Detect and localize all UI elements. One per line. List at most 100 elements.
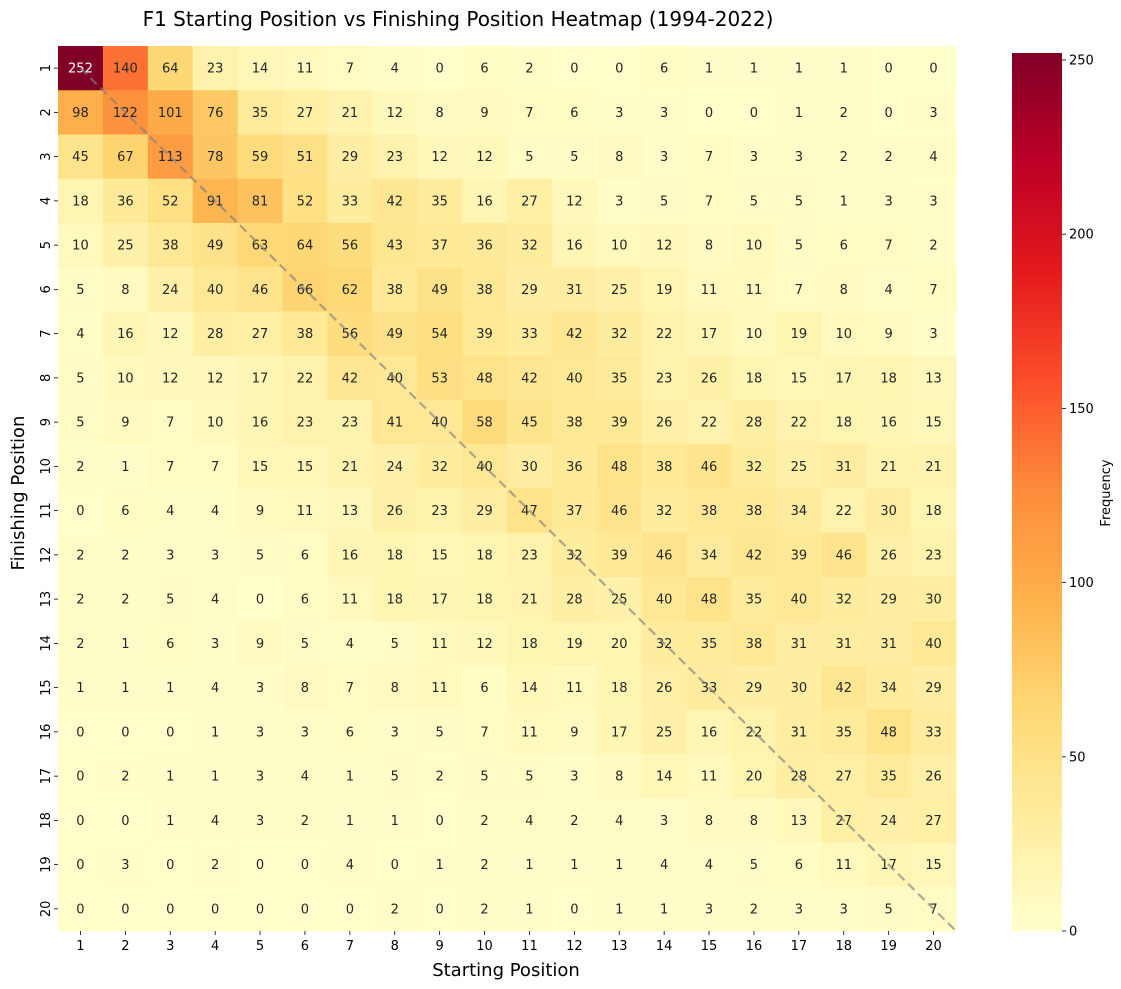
heatmap-cell bbox=[462, 798, 508, 843]
heatmap-cell bbox=[192, 621, 239, 666]
heatmap-cell bbox=[507, 798, 553, 843]
heatmap-cell bbox=[911, 46, 957, 91]
cell-value-label: 2 bbox=[121, 770, 129, 785]
cell-value-label: 38 bbox=[701, 504, 718, 519]
heatmap-cell bbox=[462, 223, 508, 268]
colorbar-tick-label: 50 bbox=[1069, 750, 1086, 765]
cell-value-label: 26 bbox=[386, 504, 403, 519]
heatmap-cell bbox=[102, 267, 149, 312]
cell-value-label: 2 bbox=[570, 814, 578, 829]
heatmap-cell bbox=[102, 46, 149, 91]
cell-value-label: 11 bbox=[342, 593, 359, 608]
cell-value-label: 42 bbox=[521, 371, 538, 386]
heatmap-cell bbox=[641, 134, 688, 180]
heatmap-cell bbox=[372, 223, 418, 268]
cell-value-label: 2 bbox=[436, 770, 444, 785]
cell-value-label: 19 bbox=[656, 283, 673, 298]
heatmap-cell bbox=[821, 665, 867, 711]
heatmap-cell bbox=[686, 46, 732, 91]
heatmap-cell bbox=[776, 355, 822, 401]
heatmap-cell bbox=[866, 532, 912, 578]
heatmap-cell bbox=[58, 665, 104, 711]
heatmap-cell bbox=[417, 577, 463, 622]
heatmap-cell bbox=[551, 444, 598, 489]
heatmap-cell bbox=[821, 355, 867, 401]
heatmap-cell bbox=[507, 621, 553, 666]
heatmap-cell bbox=[237, 754, 283, 799]
cell-value-label: 1 bbox=[391, 814, 399, 829]
cell-value-label: 45 bbox=[72, 150, 89, 165]
cell-value-label: 23 bbox=[297, 416, 314, 431]
cell-value-label: 11 bbox=[835, 858, 852, 873]
heatmap-cell bbox=[507, 400, 553, 445]
cell-value-label: 14 bbox=[521, 681, 538, 696]
cell-value-label: 1 bbox=[570, 858, 578, 873]
cell-value-label: 25 bbox=[791, 460, 808, 475]
heatmap-cell bbox=[192, 400, 239, 445]
cell-value-label: 52 bbox=[297, 194, 314, 209]
heatmap-cell bbox=[102, 842, 149, 888]
cell-value-label: 6 bbox=[795, 858, 803, 873]
cell-value-label: 11 bbox=[746, 283, 763, 298]
y-tick-label: 10 bbox=[39, 458, 54, 475]
cell-value-label: 32 bbox=[521, 239, 538, 254]
cell-value-label: 1 bbox=[840, 62, 848, 77]
y-tick-label: 8 bbox=[39, 374, 54, 382]
cell-value-label: 22 bbox=[656, 327, 673, 342]
heatmap-cell bbox=[507, 355, 553, 401]
cell-value-label: 28 bbox=[746, 416, 763, 431]
cell-value-label: 4 bbox=[346, 858, 354, 873]
heatmap-cell bbox=[282, 577, 328, 622]
cell-value-label: 8 bbox=[705, 814, 713, 829]
heatmap-cell bbox=[462, 46, 508, 91]
cell-value-label: 0 bbox=[211, 902, 219, 917]
heatmap-cell bbox=[58, 842, 104, 888]
heatmap-cell bbox=[58, 532, 104, 578]
heatmap-cell bbox=[686, 223, 732, 268]
cell-value-label: 7 bbox=[705, 150, 713, 165]
cell-value-label: 28 bbox=[566, 593, 583, 608]
heatmap-cell bbox=[551, 798, 598, 843]
heatmap-cell bbox=[417, 46, 463, 91]
cell-value-label: 56 bbox=[342, 239, 359, 254]
heatmap-cell bbox=[821, 400, 867, 445]
heatmap-cell bbox=[641, 400, 688, 445]
heatmap-cell bbox=[507, 577, 553, 622]
cell-value-label: 2 bbox=[76, 637, 84, 652]
cell-value-label: 2 bbox=[76, 548, 84, 563]
cell-value-label: 46 bbox=[701, 460, 718, 475]
heatmap-cell bbox=[372, 665, 418, 711]
heatmap-cell bbox=[551, 842, 598, 888]
cell-value-label: 54 bbox=[431, 327, 448, 342]
cell-value-label: 26 bbox=[701, 371, 718, 386]
cell-value-label: 26 bbox=[656, 416, 673, 431]
heatmap-cell bbox=[417, 488, 463, 534]
heatmap-cell bbox=[596, 886, 643, 932]
cell-value-label: 2 bbox=[840, 106, 848, 121]
heatmap-cell bbox=[372, 311, 418, 357]
heatmap-cell bbox=[686, 444, 732, 489]
cell-value-label: 3 bbox=[256, 681, 264, 696]
heatmap-cell bbox=[462, 709, 508, 755]
cell-value-label: 5 bbox=[525, 150, 533, 165]
cell-value-label: 5 bbox=[391, 637, 399, 652]
cell-value-label: 10 bbox=[611, 239, 628, 254]
heatmap-cell bbox=[866, 178, 912, 224]
cell-value-label: 16 bbox=[566, 239, 583, 254]
heatmap-cell bbox=[641, 267, 688, 312]
cell-value-label: 1 bbox=[795, 62, 803, 77]
cell-value-label: 37 bbox=[566, 504, 583, 519]
heatmap-cell bbox=[237, 134, 283, 180]
heatmap-cell bbox=[462, 886, 508, 932]
heatmap-cell bbox=[102, 311, 149, 357]
cell-value-label: 16 bbox=[880, 416, 897, 431]
cell-value-label: 0 bbox=[256, 902, 264, 917]
cell-value-label: 29 bbox=[476, 504, 493, 519]
cell-value-label: 0 bbox=[570, 62, 578, 77]
cell-value-label: 40 bbox=[791, 593, 808, 608]
cell-value-label: 17 bbox=[611, 725, 628, 740]
heatmap-cell bbox=[462, 267, 508, 312]
heatmap-cell bbox=[911, 355, 957, 401]
heatmap-cell bbox=[372, 532, 418, 578]
cell-value-label: 9 bbox=[256, 637, 264, 652]
